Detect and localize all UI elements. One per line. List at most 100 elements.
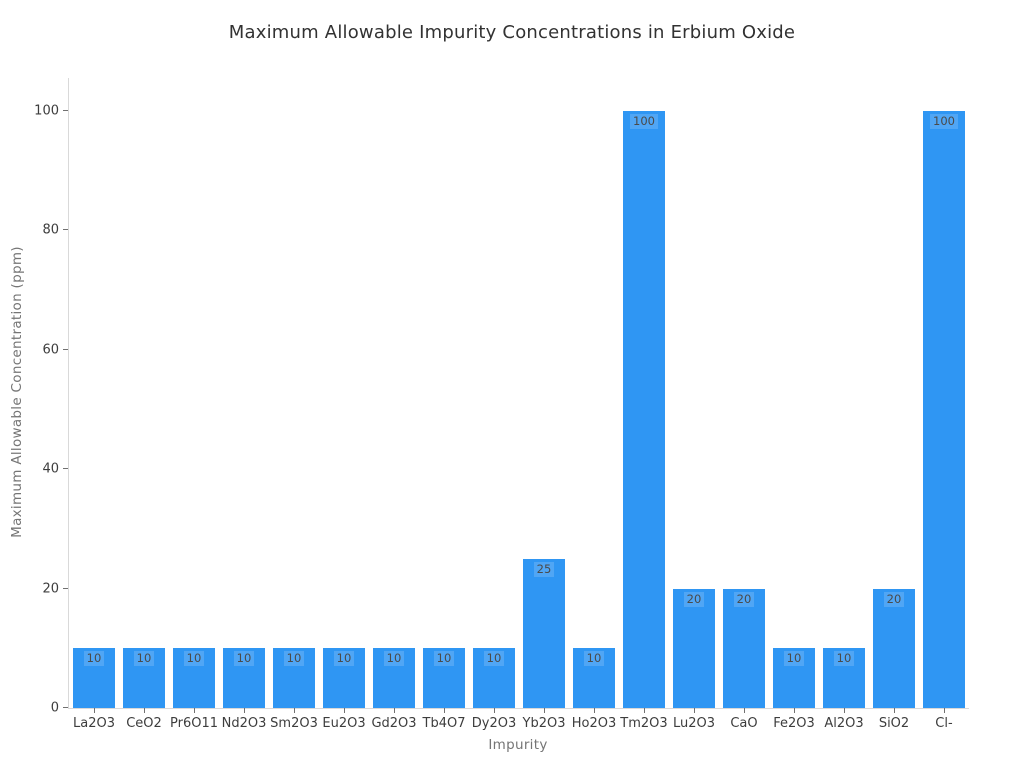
- x-tick-mark: [144, 708, 145, 713]
- bar-tm2o3: 100: [623, 111, 665, 708]
- bar-value-label: 10: [333, 651, 355, 667]
- x-tick-mark: [744, 708, 745, 713]
- bar-nd2o3: 10: [223, 648, 265, 708]
- bar-value-label: 10: [833, 651, 855, 667]
- x-tick-mark: [594, 708, 595, 713]
- x-axis-title: Impurity: [488, 737, 548, 753]
- y-tick-mark: [63, 468, 68, 470]
- bar-slot: 25 Yb2O3: [519, 78, 569, 731]
- y-tick-label: 80: [42, 222, 59, 238]
- x-tick-mark: [494, 708, 495, 713]
- x-tick-label: Pr6O11: [169, 716, 219, 731]
- x-tick-label: Cl-: [935, 716, 953, 731]
- x-tick-mark: [344, 708, 345, 713]
- x-tick-mark: [544, 708, 545, 713]
- bar-cl: 100: [923, 111, 965, 708]
- y-tick-label: 100: [34, 103, 59, 119]
- x-tick-mark: [444, 708, 445, 713]
- bar-slot: 10 Eu2O3: [319, 78, 369, 731]
- bar-value-label: 10: [433, 651, 455, 667]
- bar-value-label: 25: [533, 561, 555, 577]
- x-tick-label: Eu2O3: [322, 716, 366, 731]
- x-tick-mark: [944, 708, 945, 713]
- bar-value-label: 10: [183, 651, 205, 667]
- bar-pr6o11: 10: [173, 648, 215, 708]
- x-tick-label: CeO2: [126, 716, 162, 731]
- x-tick-mark: [794, 708, 795, 713]
- bar-slot: 10 CeO2: [119, 78, 169, 731]
- bar-slot: 10 Tb4O7: [419, 78, 469, 731]
- bar-value-label: 10: [483, 651, 505, 667]
- bar-eu2o3: 10: [323, 648, 365, 708]
- bar-slot: 10 Ho2O3: [569, 78, 619, 731]
- bar-value-label: 20: [683, 591, 705, 607]
- x-tick-label: Gd2O3: [371, 716, 417, 731]
- x-tick-mark: [294, 708, 295, 713]
- bar-slot: 10 Sm2O3: [269, 78, 319, 731]
- x-tick-label: Nd2O3: [221, 716, 267, 731]
- x-tick-label: Tm2O3: [620, 716, 668, 731]
- x-tick-mark: [894, 708, 895, 713]
- bar-la2o3: 10: [73, 648, 115, 708]
- x-tick-label: Ho2O3: [571, 716, 617, 731]
- y-tick-mark: [63, 587, 68, 589]
- bar-slot: 10 Fe2O3: [769, 78, 819, 731]
- y-tick-label: 0: [50, 700, 59, 716]
- x-tick-label: Dy2O3: [471, 716, 517, 731]
- bar-value-label: 10: [783, 651, 805, 667]
- y-tick-label: 60: [42, 342, 59, 358]
- x-tick-mark: [94, 708, 95, 713]
- bar-dy2o3: 10: [473, 648, 515, 708]
- x-tick-label: CaO: [730, 716, 758, 731]
- y-tick-label: 40: [42, 461, 59, 477]
- y-tick-mark: [63, 110, 68, 111]
- bar-lu2o3: 20: [673, 588, 715, 708]
- chart-title: Maximum Allowable Impurity Concentration…: [228, 22, 796, 43]
- x-tick-label: La2O3: [73, 716, 115, 731]
- bar-gd2o3: 10: [373, 648, 415, 708]
- bar-sio2: 20: [873, 588, 915, 708]
- bar-yb2o3: 25: [523, 558, 565, 708]
- bar-value-label: 100: [630, 114, 658, 129]
- bar-slot: 10 Nd2O3: [219, 78, 269, 731]
- bar-fe2o3: 10: [773, 648, 815, 708]
- x-tick-mark: [394, 708, 395, 713]
- y-axis-title: Maximum Allowable Concentration (ppm): [9, 246, 25, 538]
- x-tick-label: Sm2O3: [270, 716, 318, 731]
- bar-tb4o7: 10: [423, 648, 465, 708]
- y-tick-mark: [63, 348, 68, 350]
- bar-value-label: 10: [383, 651, 405, 667]
- bar-cao: 20: [723, 588, 765, 708]
- bar-slot: 10 La2O3: [69, 78, 119, 731]
- bar-value-label: 10: [133, 651, 155, 667]
- plot-area: 0 20 40 60 80 100 10 La2O3 10 CeO2 10 Pr6O11 10 Nd2O…: [34, 78, 969, 731]
- bar-value-label: 10: [283, 651, 305, 667]
- bar-value-label: 10: [83, 651, 105, 667]
- bar-slot: 100 Tm2O3: [619, 78, 669, 731]
- bars-container: 10 La2O3 10 CeO2 10 Pr6O11 10 Nd2O3 10 Sm2O3 10 Eu2…: [69, 78, 969, 731]
- bar-slot: 20 CaO: [719, 78, 769, 731]
- x-tick-mark: [194, 708, 195, 713]
- bar-slot: 10 Dy2O3: [469, 78, 519, 731]
- bar-sm2o3: 10: [273, 648, 315, 708]
- bar-slot: 100 Cl-: [919, 78, 969, 731]
- x-tick-mark: [644, 708, 645, 713]
- bar-al2o3: 10: [823, 648, 865, 708]
- x-tick-label: SiO2: [878, 716, 910, 731]
- bar-slot: 10 Pr6O11: [169, 78, 219, 731]
- x-tick-mark: [844, 708, 845, 713]
- y-tick-mark: [63, 707, 68, 708]
- x-tick-label: Al2O3: [824, 716, 864, 731]
- x-tick-label: Lu2O3: [672, 716, 716, 731]
- bar-slot: 20 Lu2O3: [669, 78, 719, 731]
- bar-value-label: 10: [583, 651, 605, 667]
- bar-ho2o3: 10: [573, 648, 615, 708]
- bar-slot: 20 SiO2: [869, 78, 919, 731]
- bar-value-label: 10: [233, 651, 255, 667]
- x-tick-mark: [244, 708, 245, 713]
- x-tick-label: Fe2O3: [773, 716, 815, 731]
- y-tick-mark: [63, 229, 68, 231]
- x-tick-mark: [694, 708, 695, 713]
- y-tick-label: 20: [42, 581, 59, 597]
- bar-value-label: 100: [930, 114, 958, 129]
